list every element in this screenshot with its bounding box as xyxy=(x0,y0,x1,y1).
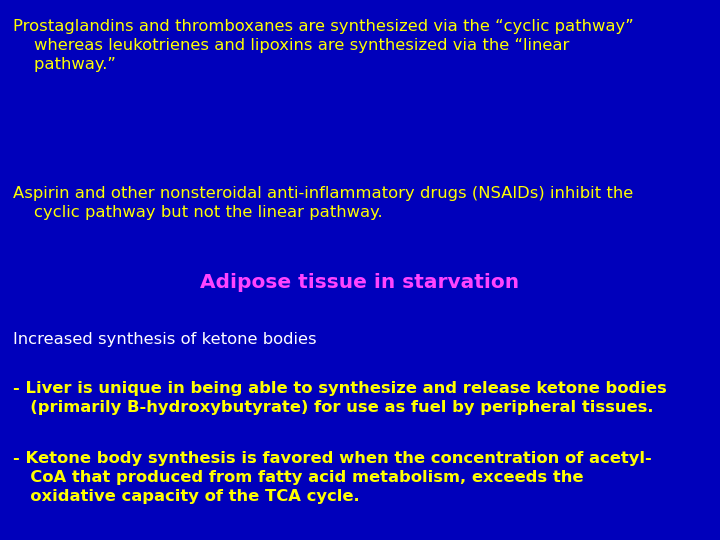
Text: Increased synthesis of ketone bodies: Increased synthesis of ketone bodies xyxy=(13,332,317,347)
Text: Adipose tissue in starvation: Adipose tissue in starvation xyxy=(200,273,520,292)
Text: Aspirin and other nonsteroidal anti-inflammatory drugs (NSAIDs) inhibit the
    : Aspirin and other nonsteroidal anti-infl… xyxy=(13,186,633,220)
Text: - Liver is unique in being able to synthesize and release ketone bodies
   (prim: - Liver is unique in being able to synth… xyxy=(13,381,667,415)
Text: Prostaglandins and thromboxanes are synthesized via the “cyclic pathway”
    whe: Prostaglandins and thromboxanes are synt… xyxy=(13,19,634,72)
Text: - Ketone body synthesis is favored when the concentration of acetyl-
   CoA that: - Ketone body synthesis is favored when … xyxy=(13,451,652,504)
